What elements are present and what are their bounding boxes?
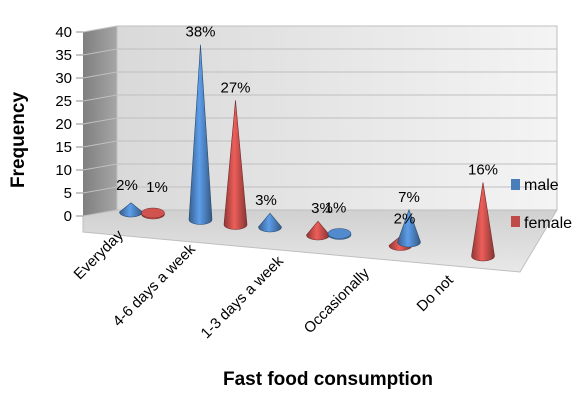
cone-male [327,228,352,240]
x-axis-title: Fast food consumption [223,369,433,390]
gridlines [82,25,557,194]
gridline [82,48,557,56]
data-label-female: 27% [220,79,250,96]
y-tick-label: 5 [64,185,72,202]
legend: male female [511,177,572,232]
y-tick-label: 10 [55,162,72,179]
gridline [82,94,557,102]
cone-male [397,208,421,248]
x-category-label: Occasionally [301,264,374,337]
x-category-label: 4-6 days a week [110,240,200,330]
gridline [82,186,557,194]
legend-label-female: female [524,215,572,232]
data-label-female: 3% [311,200,333,217]
gridline [82,71,557,79]
cone-female [141,207,165,220]
y-tick-label: 40 [55,24,72,41]
y-tick-label: 35 [55,47,72,64]
y-tick-label: 30 [55,70,72,87]
data-label-male: 7% [398,189,420,206]
data-label-female: 2% [394,211,416,228]
x-category-label: Everyday [71,226,128,283]
cone-female [471,182,495,262]
y-tick-label: 20 [55,116,72,133]
y-axis-title: Frequency [8,92,29,189]
gridline [82,140,557,148]
cone-male [188,44,213,225]
data-label-female: 1% [146,179,168,196]
cone-male [258,212,282,233]
y-axis: 0 5 10 15 20 25 30 35 40 [55,24,83,225]
data-labels: 2% 1%38%27%3% 3%1%2%7%16% [116,24,498,228]
x-category-label: 1-3 days a week [198,252,288,342]
plot-area [82,25,558,273]
data-label-female: 16% [468,161,498,178]
gridline [82,25,557,33]
data-label-male: 1% [325,200,347,217]
legend-swatch-male [511,179,520,190]
y-tick-label: 0 [64,208,72,225]
y-tick-label: 25 [55,93,72,110]
data-label-male: 38% [185,24,215,41]
floor [82,209,558,273]
data-label-male: 2% [116,177,138,194]
cone-female [223,100,248,230]
x-category-label: Do not [414,271,458,315]
data-label-male: 3% [255,192,277,209]
cones [119,44,495,262]
legend-swatch-female [511,216,520,227]
legend-label-male: male [524,177,559,194]
gridline [82,163,557,171]
y-tick-label: 15 [55,139,72,156]
gridline [82,117,557,125]
